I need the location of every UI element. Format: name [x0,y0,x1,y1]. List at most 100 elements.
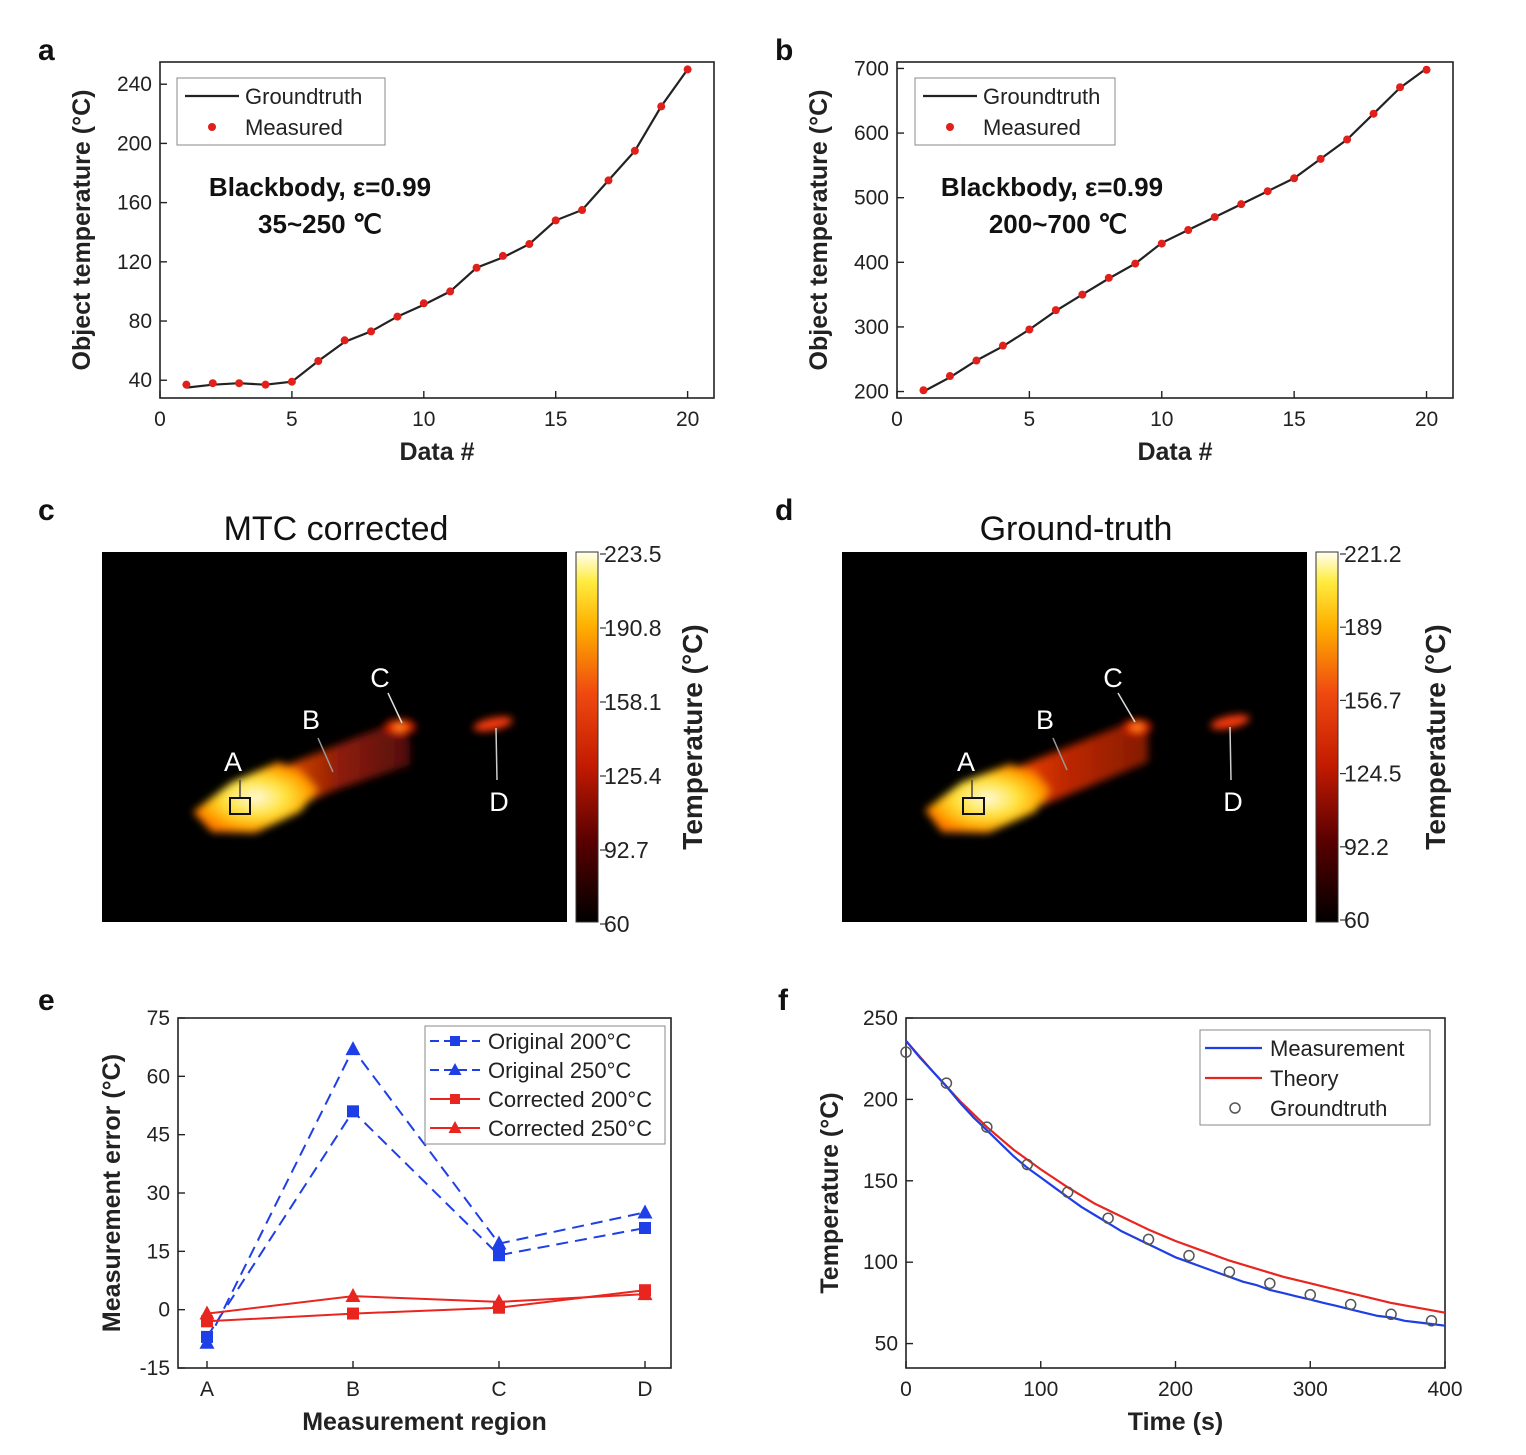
heatmap-c-object [193,716,513,833]
heatmap-d-title: Ground-truth [980,510,1173,548]
chart-a-measured-point [472,263,481,272]
heatmap-c: MTC corrected A B C D 223.5 190.8 158.1 125… [102,510,708,937]
chart-a-measured-point [578,206,587,215]
chart-f-groundtruth-point [1425,1315,1438,1327]
chart-b-measured-point [1422,65,1431,74]
chart-b-measured-point [1104,273,1113,282]
chart-f-groundtruth-point [1344,1298,1357,1311]
chart-a-measured-point [393,312,402,321]
chart-b-ytick-label: 600 [854,122,889,145]
chart-b-measured-point [1078,290,1087,299]
chart-f-groundtruth-point [1304,1288,1316,1301]
heatmap-d-label-b: B [1036,705,1054,735]
heatmap-c-colorbar-tick-label: 125.4 [604,763,662,789]
chart-b-measured-point [919,386,928,395]
chart-a-ytick-label: 240 [117,73,152,96]
chart-a-measured-point [182,380,191,389]
panel-letter-c: c [38,494,55,527]
chart-f-ytick-label: 200 [863,1088,898,1111]
chart-a-annotation-line1: Blackbody, ε=0.99 [209,172,431,202]
chart-e-point-triangle [345,1288,361,1303]
chart-f-groundtruth-point [940,1077,953,1089]
chart-a-xlabel: Data # [399,438,474,466]
chart-a-measured-point [657,102,666,111]
heatmap-d-box-a [962,797,985,815]
chart-e-legend-entry: Original 250°C [488,1058,631,1083]
heatmap-d-object [925,714,1250,833]
heatmap-d-colorbar-tick-label: 189 [1344,614,1382,640]
heatmap-d-colorbar-tick-label: 156.7 [1344,687,1402,713]
chart-panel-e: A B C D -15 0 15 30 45 60 75 Measurement region Meas… [98,1007,672,1436]
chart-e-series-3 [206,1293,646,1315]
chart-e-legend-entry: Corrected 250°C [488,1116,652,1141]
chart-b-legend-marker-swatch [946,123,954,131]
chart-e-xtick-label: A [200,1378,214,1401]
chart-a-measured-point [208,379,217,388]
chart-e-legend-entry: Original 200°C [488,1029,631,1054]
heatmap-d-label-d: D [1223,787,1243,817]
heatmap-d-colorbar-label: Temperature (°C) [1420,624,1451,849]
chart-f-ytick-label: 150 [863,1170,898,1193]
panel-letter-d: d [775,494,793,527]
chart-f-xtick-label: 400 [1427,1378,1462,1401]
chart-e-legend-marker-swatch [448,1121,462,1133]
chart-e-legend-box [424,1025,666,1145]
chart-e-legend-entry: Corrected 200°C [488,1087,652,1112]
chart-f-groundtruth-point [1061,1186,1074,1198]
chart-a-series-groundtruth [186,68,689,389]
heatmap-c-colorbar-tick-label: 158.1 [604,689,662,715]
chart-a-legend-marker-swatch [208,123,216,131]
chart-b-ytick-label: 400 [854,251,889,274]
heatmap-c-title: MTC corrected [224,510,449,548]
chart-a-measured-point [525,240,534,249]
chart-e-point-square [639,1222,651,1234]
chart-e-point-triangle [637,1286,653,1301]
chart-f-groundtruth-point [900,1046,912,1058]
chart-a-measured-point [340,336,349,345]
chart-f-series-theory [905,1040,1446,1314]
chart-b-measured-point [1025,325,1034,334]
chart-e-point-square [347,1307,359,1320]
chart-b-xtick-label: 10 [1150,408,1173,431]
heatmap-c-colorbar-tick-label: 190.8 [604,615,662,641]
chart-a-measured-point [551,216,560,225]
chart-a-xtick-label: 5 [286,408,298,431]
chart-f-ylabel: Temperature (°C) [816,1092,844,1293]
chart-a-measured-point [683,65,692,74]
heatmap-d-colorbar-tick-label: 92.2 [1344,834,1389,860]
heatmap-c-colorbar-tick-label: 60 [604,911,630,937]
chart-e-ytick-label: 75 [147,1007,170,1030]
chart-e-point-triangle [491,1293,507,1308]
chart-b-measured-point [1184,226,1193,234]
heatmap-c-label-c: C [370,663,390,693]
chart-b-legend-measured: Measured [983,115,1081,140]
chart-e-ytick-label: 30 [147,1182,170,1205]
chart-a-measured-point [604,176,613,185]
chart-f-ytick-label: 100 [863,1251,898,1274]
chart-f-xtick-label: 300 [1293,1378,1328,1401]
chart-f-xtick-label: 100 [1023,1378,1058,1401]
chart-a-xtick-label: 10 [412,408,435,431]
chart-e-legend-marker-swatch [450,1094,460,1104]
chart-a-ytick-label: 80 [129,310,152,333]
chart-b-xtick-label: 0 [891,408,903,431]
chart-f-ytick-label: 250 [863,1007,898,1030]
heatmap-d-colorbar-tick-label: 60 [1344,907,1370,933]
chart-f-groundtruth-point [1021,1158,1034,1171]
heatmap-c-box-a [229,797,251,815]
chart-a-ytick-label: 200 [117,132,152,155]
chart-a-ytick-label: 120 [117,251,152,274]
chart-f-legend-marker-swatch [1229,1102,1241,1114]
chart-b-measured-point [1316,154,1325,163]
chart-e-ytick-label: 15 [147,1240,170,1263]
chart-a-measured-point [367,327,376,336]
chart-e-ytick-label: -15 [140,1357,170,1380]
chart-f-legend-entry: Theory [1270,1066,1338,1091]
chart-b-series-groundtruth [922,67,1428,393]
chart-a-xtick-label: 20 [676,408,699,431]
chart-e-point-triangle [199,1334,215,1349]
chart-b-measured-point [945,372,954,381]
chart-f-groundtruth-point [1183,1249,1195,1262]
chart-e-ytick-label: 60 [147,1065,170,1088]
chart-f-groundtruth-point [1142,1233,1155,1246]
